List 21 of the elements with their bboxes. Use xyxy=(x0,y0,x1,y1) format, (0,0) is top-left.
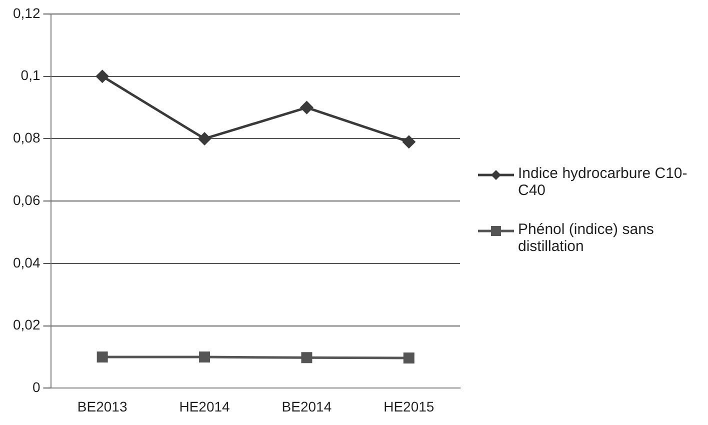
y-tick-label: 0,02 xyxy=(13,316,40,333)
x-tick-label: HE2014 xyxy=(179,398,230,414)
point xyxy=(301,352,312,364)
y-tick-label: 0,04 xyxy=(13,254,40,270)
y-tick-label: 0,12 xyxy=(13,4,40,21)
point xyxy=(300,101,313,114)
point xyxy=(402,136,416,148)
y-tick-label: 0,06 xyxy=(13,192,40,208)
x-tick-label: BE2014 xyxy=(282,398,332,414)
x-tick-label: BE2013 xyxy=(77,398,128,414)
y-tick-label: 0 xyxy=(32,379,40,396)
point xyxy=(199,352,210,363)
point xyxy=(403,352,414,364)
y-tick-label: 0,08 xyxy=(13,130,40,146)
legend-label: Phénol (indice) sans distillation xyxy=(518,221,655,255)
legend-label: Indice hydrocarbure C10-C40 xyxy=(518,165,688,199)
point xyxy=(96,70,109,83)
x-tick-label: HE2015 xyxy=(384,398,434,414)
point xyxy=(198,132,211,145)
y-tick-label: 0,1 xyxy=(20,67,40,84)
point xyxy=(96,352,108,363)
